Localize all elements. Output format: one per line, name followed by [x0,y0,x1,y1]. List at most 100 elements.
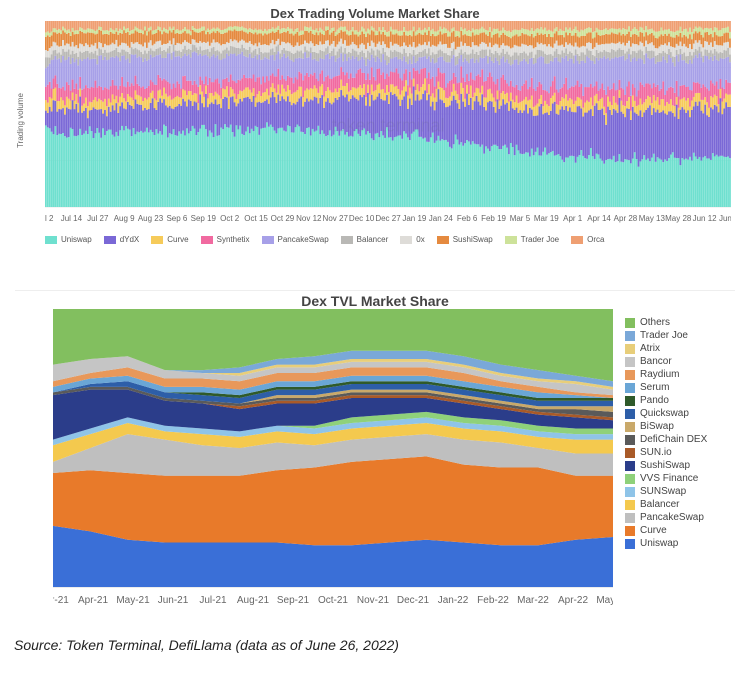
svg-text:Apr-22: Apr-22 [558,595,588,606]
svg-text:Apr 28: Apr 28 [614,214,638,223]
legend-swatch [341,236,353,244]
legend-item: Synthetix [201,235,250,244]
legend-item: VVS Finance [625,473,707,484]
legend-swatch [625,487,635,497]
legend-item: dYdX [104,235,140,244]
legend-item: Others [625,317,707,328]
legend-item: Trader Joe [625,330,707,341]
legend-item: Balancer [341,235,389,244]
svg-text:Jul-21: Jul-21 [199,595,227,606]
legend-swatch [625,409,635,419]
svg-text:Oct-21: Oct-21 [318,595,348,606]
legend-label: DefiChain DEX [640,434,707,445]
svg-text:Mar-22: Mar-22 [517,595,549,606]
legend-item: Uniswap [45,235,92,244]
legend-label: Balancer [357,235,389,244]
legend-swatch [625,396,635,406]
legend-swatch [625,526,635,536]
svg-text:Apr 1: Apr 1 [563,214,583,223]
legend-label: PancakeSwap [640,512,704,523]
page: Dex Trading Volume Market Share Trading … [0,0,750,657]
svg-text:Jul 2: Jul 2 [45,214,54,223]
legend-item: DefiChain DEX [625,434,707,445]
svg-text:May-22: May-22 [596,595,613,606]
legend-item: SUNSwap [625,486,707,497]
legend-label: Balancer [640,499,679,510]
volume-plot-area: 0%25%50%75%100%Jul 2Jul 14Jul 27Aug 9Aug… [45,21,731,231]
svg-text:Nov-21: Nov-21 [357,595,390,606]
svg-text:Dec-21: Dec-21 [397,595,430,606]
legend-label: Orca [587,235,604,244]
volume-svg: 0%25%50%75%100%Jul 2Jul 14Jul 27Aug 9Aug… [45,21,731,231]
svg-text:Feb 19: Feb 19 [481,214,506,223]
svg-text:Jun-21: Jun-21 [158,595,189,606]
svg-text:Feb 6: Feb 6 [457,214,478,223]
legend-item: Atrix [625,343,707,354]
volume-legend: UniswapdYdXCurveSynthetixPancakeSwapBala… [15,231,735,248]
legend-label: Bancor [640,356,672,367]
volume-y-axis-label: Trading volume [16,93,25,148]
legend-swatch [625,448,635,458]
legend-label: Raydium [640,369,679,380]
svg-text:May 28: May 28 [665,214,692,223]
svg-text:Oct 15: Oct 15 [244,214,268,223]
svg-text:Nov 27: Nov 27 [323,214,349,223]
legend-label: Atrix [640,343,660,354]
legend-swatch [625,500,635,510]
svg-text:Sep 19: Sep 19 [191,214,217,223]
svg-text:May 13: May 13 [639,214,666,223]
legend-label: Pando [640,395,669,406]
tvl-chart: Dex TVL Market Share 0%10%20%30%40%50%60… [15,290,735,633]
legend-label: Uniswap [61,235,92,244]
legend-label: VVS Finance [640,473,698,484]
svg-text:Jan 19: Jan 19 [402,214,427,223]
svg-text:Oct 2: Oct 2 [220,214,240,223]
legend-label: Trader Joe [640,330,688,341]
svg-text:Jun 12: Jun 12 [693,214,718,223]
volume-chart-title: Dex Trading Volume Market Share [15,6,735,21]
legend-swatch [625,344,635,354]
legend-label: Synthetix [217,235,250,244]
legend-swatch [625,318,635,328]
legend-swatch [625,539,635,549]
tvl-legend: Others Trader Joe Atrix Bancor Raydium Serum P… [625,315,707,551]
volume-chart: Dex Trading Volume Market Share Trading … [15,6,735,286]
legend-swatch [625,474,635,484]
legend-item: Serum [625,382,707,393]
legend-label: Quickswap [640,408,689,419]
legend-swatch [625,331,635,341]
legend-item: Bancor [625,356,707,367]
legend-item: Orca [571,235,604,244]
legend-label: dYdX [120,235,140,244]
legend-swatch [625,513,635,523]
svg-text:Jun 26: Jun 26 [719,214,731,223]
source-attribution: Source: Token Terminal, DefiLlama (data … [10,633,740,653]
legend-swatch [625,461,635,471]
legend-label: 0x [416,235,424,244]
legend-swatch [505,236,517,244]
svg-text:May-21: May-21 [116,595,150,606]
legend-item: Curve [151,235,188,244]
svg-text:Aug 9: Aug 9 [114,214,135,223]
legend-label: Curve [167,235,188,244]
legend-swatch [400,236,412,244]
legend-item: PancakeSwap [625,512,707,523]
svg-text:Oct 29: Oct 29 [271,214,295,223]
svg-text:Jan 24: Jan 24 [429,214,454,223]
legend-label: Others [640,317,670,328]
legend-swatch [262,236,274,244]
svg-text:Jul 27: Jul 27 [87,214,109,223]
legend-swatch [625,383,635,393]
legend-swatch [625,370,635,380]
legend-swatch [151,236,163,244]
tvl-plot-area: 0%10%20%30%40%50%60%70%80%90%100%Mar-21A… [53,309,613,609]
svg-text:Sep-21: Sep-21 [277,595,310,606]
legend-item: Raydium [625,369,707,380]
legend-item: Balancer [625,499,707,510]
legend-label: Uniswap [640,538,678,549]
svg-text:Dec 27: Dec 27 [375,214,401,223]
legend-item: SushiSwap [625,460,707,471]
svg-text:Feb-22: Feb-22 [477,595,509,606]
legend-item: Uniswap [625,538,707,549]
legend-label: Serum [640,382,669,393]
